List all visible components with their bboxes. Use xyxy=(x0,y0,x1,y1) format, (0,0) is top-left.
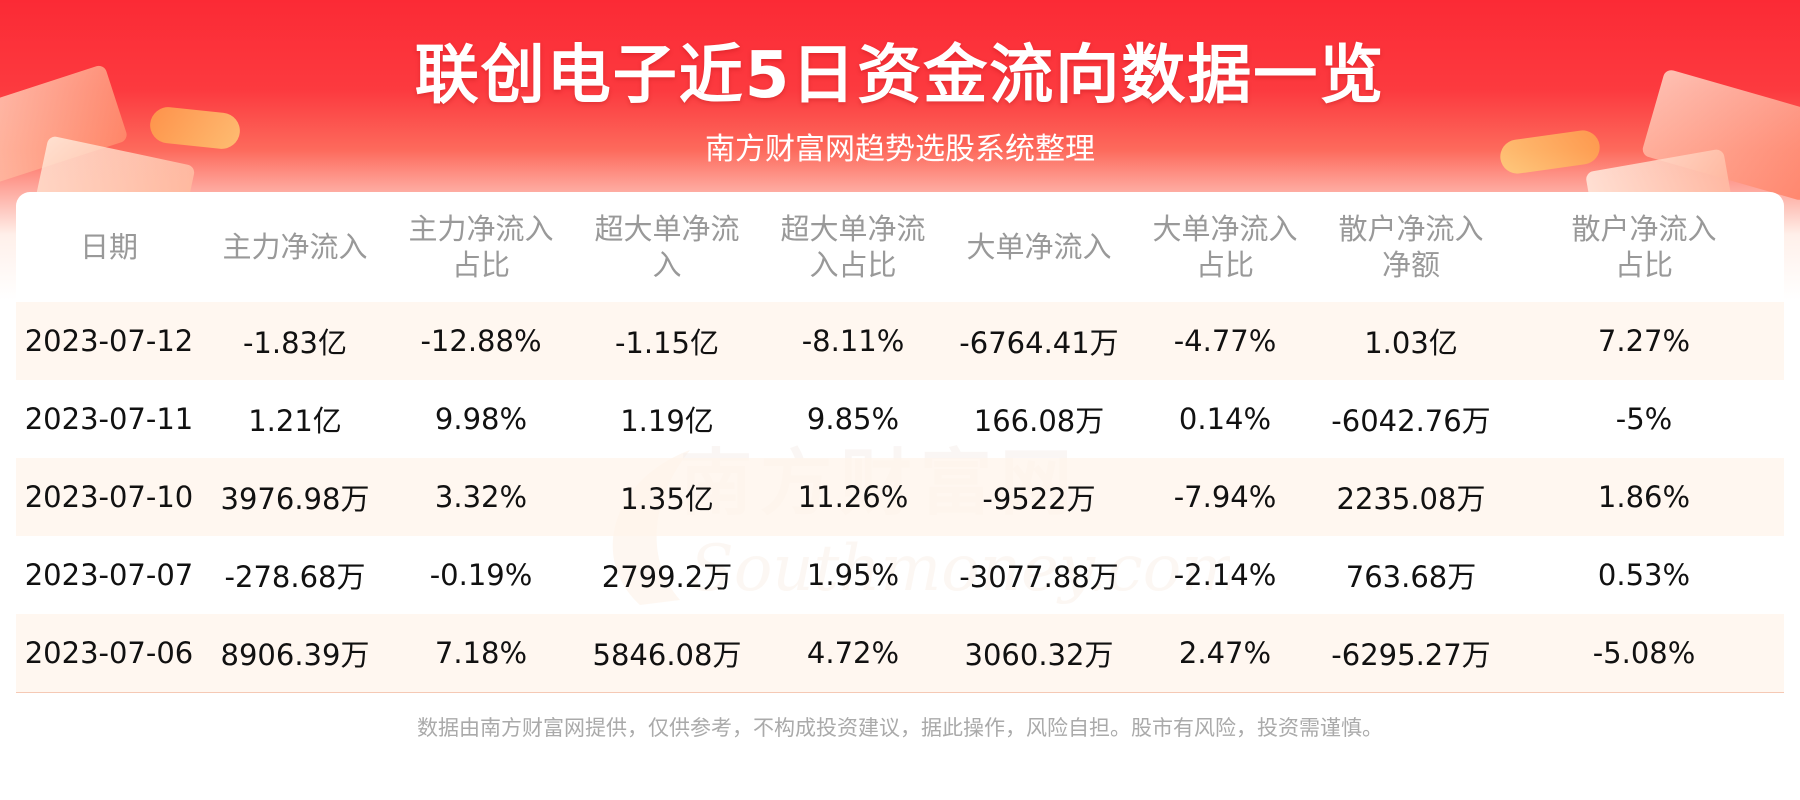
table-cell-retail-ratio: -5.08% xyxy=(1504,614,1784,692)
column-header-line: 散户净流入 xyxy=(1338,212,1484,246)
table-cell-retail-ratio: 7.27% xyxy=(1504,302,1784,380)
table-cell-large-ratio: -2.14% xyxy=(1132,536,1318,614)
column-header-line: 净额 xyxy=(1381,248,1440,282)
fund-flow-table: 日期 主力净流入 主力净流入 占比 超大单净流入超大单净流 入占比 大单净流入 大单净流入 占比… xyxy=(16,192,1784,692)
table-cell-retail-inflow: 763.68万 xyxy=(1318,536,1504,614)
table-cell-xl-inflow: -1.15亿 xyxy=(574,302,760,380)
column-header-main-inflow: 主力净流入 xyxy=(202,192,388,302)
table-cell-date: 2023-07-06 xyxy=(16,614,202,692)
table-cell-main-inflow: 1.21亿 xyxy=(202,380,388,458)
table-row: 2023-07-06 8906.39万 7.18% 5846.08万 4.72% 3060… xyxy=(16,614,1784,692)
column-header-date: 日期 xyxy=(16,192,202,302)
column-header-line: 散户净流入 xyxy=(1571,212,1717,246)
column-header-line: 主力净流入 xyxy=(222,230,368,264)
column-header-xl-inflow: 超大单净流入 xyxy=(574,192,760,302)
column-header-retail-inflow: 散户净流入 净额 xyxy=(1318,192,1504,302)
table-cell-retail-inflow: -6295.27万 xyxy=(1318,614,1504,692)
table-cell-large-inflow: -3077.88万 xyxy=(946,536,1132,614)
column-header-large-inflow: 大单净流入 xyxy=(946,192,1132,302)
table-cell-large-inflow: -6764.41万 xyxy=(946,302,1132,380)
table-cell-large-ratio: -4.77% xyxy=(1132,302,1318,380)
column-header-line: 大单净流入 xyxy=(1152,212,1298,246)
table-row: 2023-07-11 1.21亿 9.98% 1.19亿 9.85% 166.08万 0.1… xyxy=(16,380,1784,458)
column-header-retail-ratio: 散户净流入 占比 xyxy=(1504,192,1784,302)
table-cell-date: 2023-07-11 xyxy=(16,380,202,458)
table-cell-xl-inflow: 1.35亿 xyxy=(574,458,760,536)
column-header-line: 超大单净流 xyxy=(594,212,740,246)
table-cell-large-ratio: -7.94% xyxy=(1132,458,1318,536)
table-cell-xl-ratio: 4.72% xyxy=(760,614,946,692)
table-cell-xl-inflow: 1.19亿 xyxy=(574,380,760,458)
column-header-line: 日期 xyxy=(79,230,138,264)
table-cell-retail-inflow: -6042.76万 xyxy=(1318,380,1504,458)
table-cell-large-inflow: 3060.32万 xyxy=(946,614,1132,692)
table-cell-main-ratio: 3.32% xyxy=(388,458,574,536)
column-header-line: 入 xyxy=(652,248,682,282)
column-header-line: 占比 xyxy=(1195,248,1254,282)
column-header-line: 占比 xyxy=(1614,248,1673,282)
table-cell-main-inflow: -1.83亿 xyxy=(202,302,388,380)
page-title: 联创电子近5日资金流向数据一览 xyxy=(414,39,1386,113)
table-cell-main-inflow: 8906.39万 xyxy=(202,614,388,692)
table-cell-main-ratio: -0.19% xyxy=(388,536,574,614)
column-header-line: 超大单净流 xyxy=(780,212,926,246)
table-cell-retail-ratio: -5% xyxy=(1504,380,1784,458)
table-cell-large-ratio: 2.47% xyxy=(1132,614,1318,692)
table-row: 2023-07-10 3976.98万 3.32% 1.35亿 11.26% -9522万… xyxy=(16,458,1784,536)
table-cell-xl-ratio: 1.95% xyxy=(760,536,946,614)
table-cell-main-ratio: 9.98% xyxy=(388,380,574,458)
table-cell-main-ratio: 7.18% xyxy=(388,614,574,692)
column-header-line: 主力净流入 xyxy=(408,212,554,246)
column-header-main-ratio: 主力净流入 占比 xyxy=(388,192,574,302)
column-header-large-ratio: 大单净流入 占比 xyxy=(1132,192,1318,302)
table-cell-retail-ratio: 1.86% xyxy=(1504,458,1784,536)
table-cell-large-inflow: -9522万 xyxy=(946,458,1132,536)
page-subtitle: 南方财富网趋势选股系统整理 xyxy=(705,132,1095,167)
table-cell-main-ratio: -12.88% xyxy=(388,302,574,380)
table-cell-retail-ratio: 0.53% xyxy=(1504,536,1784,614)
table-cell-xl-ratio: 9.85% xyxy=(760,380,946,458)
table-cell-date: 2023-07-07 xyxy=(16,536,202,614)
table-cell-retail-inflow: 1.03亿 xyxy=(1318,302,1504,380)
column-header-line: 占比 xyxy=(451,248,510,282)
table-cell-xl-ratio: -8.11% xyxy=(760,302,946,380)
table-cell-main-inflow: -278.68万 xyxy=(202,536,388,614)
footer-disclaimer: 数据由南方财富网提供，仅供参考，不构成投资建议，据此操作，风险自担。股市有风险，… xyxy=(417,716,1383,740)
table-cell-date: 2023-07-10 xyxy=(16,458,202,536)
column-header-line: 入占比 xyxy=(809,248,897,282)
table-cell-xl-ratio: 11.26% xyxy=(760,458,946,536)
table-cell-retail-inflow: 2235.08万 xyxy=(1318,458,1504,536)
table-cell-xl-inflow: 2799.2万 xyxy=(574,536,760,614)
table-cell-date: 2023-07-12 xyxy=(16,302,202,380)
table-cell-xl-inflow: 5846.08万 xyxy=(574,614,760,692)
table-row: 2023-07-07 -278.68万 -0.19% 2799.2万 1.95% -307… xyxy=(16,536,1784,614)
table-cell-large-inflow: 166.08万 xyxy=(946,380,1132,458)
column-header-xl-ratio: 超大单净流 入占比 xyxy=(760,192,946,302)
table-header-row: 日期 主力净流入 主力净流入 占比 超大单净流入超大单净流 入占比 大单净流入 大单净流入 占比… xyxy=(16,192,1784,302)
table-row: 2023-07-12 -1.83亿 -12.88% -1.15亿 -8.11% -6764… xyxy=(16,302,1784,380)
table-cell-main-inflow: 3976.98万 xyxy=(202,458,388,536)
table-cell-large-ratio: 0.14% xyxy=(1132,380,1318,458)
column-header-line: 大单净流入 xyxy=(966,230,1112,264)
